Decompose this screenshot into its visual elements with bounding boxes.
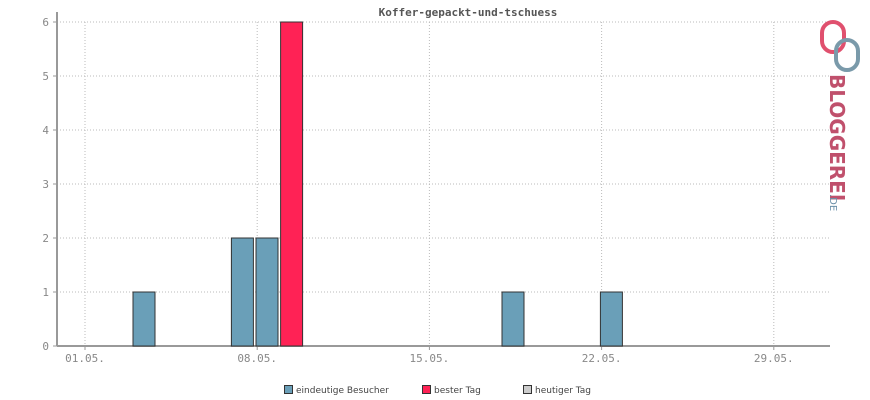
legend-item-eindeutige-besucher: eindeutige Besucher bbox=[284, 384, 389, 398]
bar bbox=[280, 21, 304, 347]
chart-grid bbox=[57, 21, 830, 346]
legend-item-heutiger-tag: heutiger Tag bbox=[523, 384, 591, 398]
legend-swatch bbox=[523, 385, 532, 394]
bar bbox=[132, 291, 156, 347]
bar bbox=[255, 237, 279, 347]
logo-suffix: .DE bbox=[827, 194, 838, 211]
bar bbox=[230, 237, 254, 347]
logo-shape-red bbox=[820, 20, 846, 54]
legend-label: eindeutige Besucher bbox=[296, 386, 389, 396]
y-tick-label: 5 bbox=[42, 70, 49, 83]
y-tick-label: 4 bbox=[42, 124, 49, 137]
legend-label: heutiger Tag bbox=[535, 386, 592, 396]
chart-axes bbox=[53, 12, 830, 350]
y-tick-label: 3 bbox=[42, 178, 49, 191]
logo-wordmark: BLOGGEREI bbox=[825, 74, 849, 201]
legend-swatch bbox=[422, 385, 431, 394]
x-tick-label: 08.05. bbox=[237, 352, 277, 365]
chart-title: Koffer-gepackt-und-tschuess bbox=[379, 6, 558, 19]
chart-bars bbox=[132, 21, 623, 347]
y-tick-label: 1 bbox=[42, 286, 49, 299]
legend-item-bester-tag: bester Tag bbox=[422, 384, 481, 398]
legend-label: bester Tag bbox=[434, 386, 481, 396]
y-tick-label: 0 bbox=[42, 340, 49, 353]
bar bbox=[501, 291, 525, 347]
y-axis-ticks: 0 1 2 3 4 5 6 bbox=[42, 16, 49, 353]
x-tick-label: 22.05. bbox=[582, 352, 622, 365]
bar bbox=[599, 291, 623, 347]
x-tick-label: 15.05. bbox=[410, 352, 450, 365]
legend-swatch bbox=[284, 385, 293, 394]
x-tick-label: 01.05. bbox=[65, 352, 105, 365]
bloggerei-logo: BLOGGEREI .DE bbox=[812, 18, 868, 218]
y-tick-label: 2 bbox=[42, 232, 49, 245]
y-tick-label: 6 bbox=[42, 16, 49, 29]
x-tick-label: 29.05. bbox=[754, 352, 794, 365]
bloggerei-logo-graphic: BLOGGEREI .DE bbox=[820, 20, 860, 211]
chart-legend: eindeutige Besucher bester Tag heutiger … bbox=[0, 384, 870, 400]
logo-shape-blue bbox=[834, 38, 860, 72]
x-axis-ticks: 01.05. 08.05. 15.05. 22.05. 29.05. bbox=[65, 352, 794, 365]
